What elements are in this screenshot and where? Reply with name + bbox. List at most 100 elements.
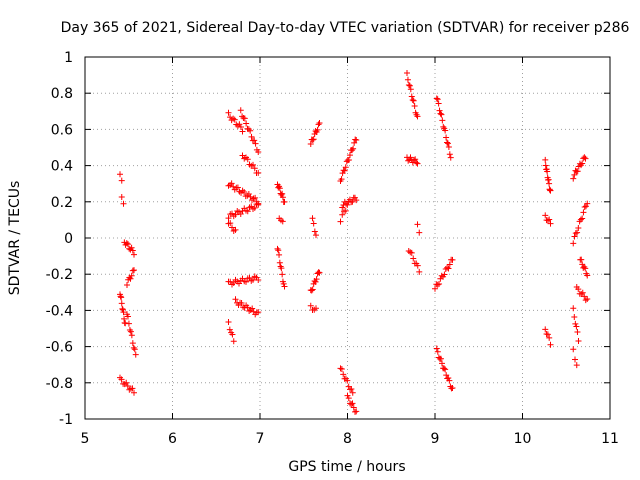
data-point — [414, 113, 421, 120]
data-point — [124, 282, 130, 289]
data-point — [446, 261, 453, 268]
data-point — [542, 156, 549, 163]
data-point — [311, 228, 318, 235]
data-point — [228, 180, 235, 187]
data-point — [577, 216, 584, 223]
data-point — [279, 194, 286, 201]
data-point — [434, 96, 441, 103]
data-point — [542, 326, 549, 333]
data-point — [580, 209, 587, 216]
data-point — [308, 287, 315, 294]
y-tick-label: -0.4 — [46, 303, 73, 319]
data-point — [570, 175, 577, 182]
data-point — [344, 377, 351, 384]
data-point — [225, 215, 232, 222]
y-tick-label: 0.8 — [51, 86, 73, 102]
x-tick-labels: 5 6 7 8 9 10 11 — [81, 431, 619, 447]
data-point — [581, 293, 588, 300]
data-point — [345, 395, 352, 402]
data-point — [130, 344, 137, 351]
data-point — [244, 156, 251, 163]
data-point — [445, 144, 452, 151]
data-point — [406, 82, 413, 89]
data-point — [128, 272, 135, 279]
data-point — [232, 226, 239, 233]
data-point — [414, 221, 421, 228]
data-point — [350, 404, 357, 411]
data-point — [230, 280, 237, 287]
data-point — [405, 157, 412, 164]
data-point — [571, 171, 578, 178]
data-point — [581, 203, 588, 210]
data-point — [227, 114, 234, 121]
data-point — [232, 296, 239, 303]
y-axis-label: SDTVAR / TECUs — [7, 181, 23, 296]
x-tick-label: 6 — [168, 431, 177, 447]
data-point — [124, 382, 131, 389]
data-point — [129, 385, 136, 392]
data-point — [444, 139, 451, 146]
y-tick-label: -0.6 — [46, 340, 73, 356]
data-point — [131, 251, 137, 258]
data-point — [239, 128, 246, 135]
data-point — [279, 218, 286, 225]
data-point — [120, 200, 127, 207]
data-point — [251, 165, 258, 172]
data-point — [281, 283, 288, 290]
data-point — [416, 268, 423, 275]
data-point — [573, 362, 580, 369]
data-point — [439, 360, 445, 367]
data-point — [128, 244, 135, 251]
data-point — [339, 211, 346, 218]
data-point — [437, 110, 444, 117]
data-point — [436, 281, 443, 288]
data-point — [123, 240, 130, 247]
x-tick-label: 7 — [256, 431, 265, 447]
x-tick-label: 8 — [343, 431, 352, 447]
data-point — [544, 331, 551, 338]
data-point — [582, 297, 589, 304]
data-point — [349, 400, 356, 407]
data-point — [435, 100, 442, 107]
data-point — [410, 255, 417, 262]
x-tick-label: 5 — [81, 431, 90, 447]
data-point — [249, 305, 256, 312]
data-point — [408, 93, 415, 100]
data-point — [442, 127, 449, 134]
data-point — [279, 190, 286, 197]
data-point — [127, 275, 134, 282]
data-point — [434, 281, 441, 288]
data-point — [544, 217, 551, 224]
data-point — [309, 215, 316, 222]
data-point — [313, 232, 319, 239]
data-point — [442, 266, 449, 273]
data-point — [353, 197, 360, 204]
data-point — [574, 229, 581, 236]
data-point — [276, 251, 283, 258]
data-point — [125, 320, 132, 327]
data-point — [229, 331, 236, 338]
x-axis-label: GPS time / hours — [288, 459, 405, 475]
data-point — [129, 247, 136, 254]
data-point — [584, 200, 591, 207]
data-point — [570, 240, 577, 247]
data-point — [314, 126, 321, 133]
data-point — [416, 229, 423, 236]
data-point — [575, 224, 582, 231]
data-point — [579, 289, 586, 296]
data-point — [353, 136, 360, 143]
data-point — [245, 126, 252, 133]
data-point — [571, 313, 578, 320]
data-point — [346, 152, 353, 159]
data-point — [441, 365, 448, 372]
data-point — [225, 319, 232, 326]
data-point — [445, 374, 452, 381]
data-point — [237, 123, 244, 130]
data-point — [313, 276, 320, 283]
data-point — [307, 140, 314, 147]
data-point — [434, 348, 441, 355]
data-point — [575, 338, 582, 345]
data-point — [310, 220, 317, 227]
data-point — [244, 208, 251, 215]
